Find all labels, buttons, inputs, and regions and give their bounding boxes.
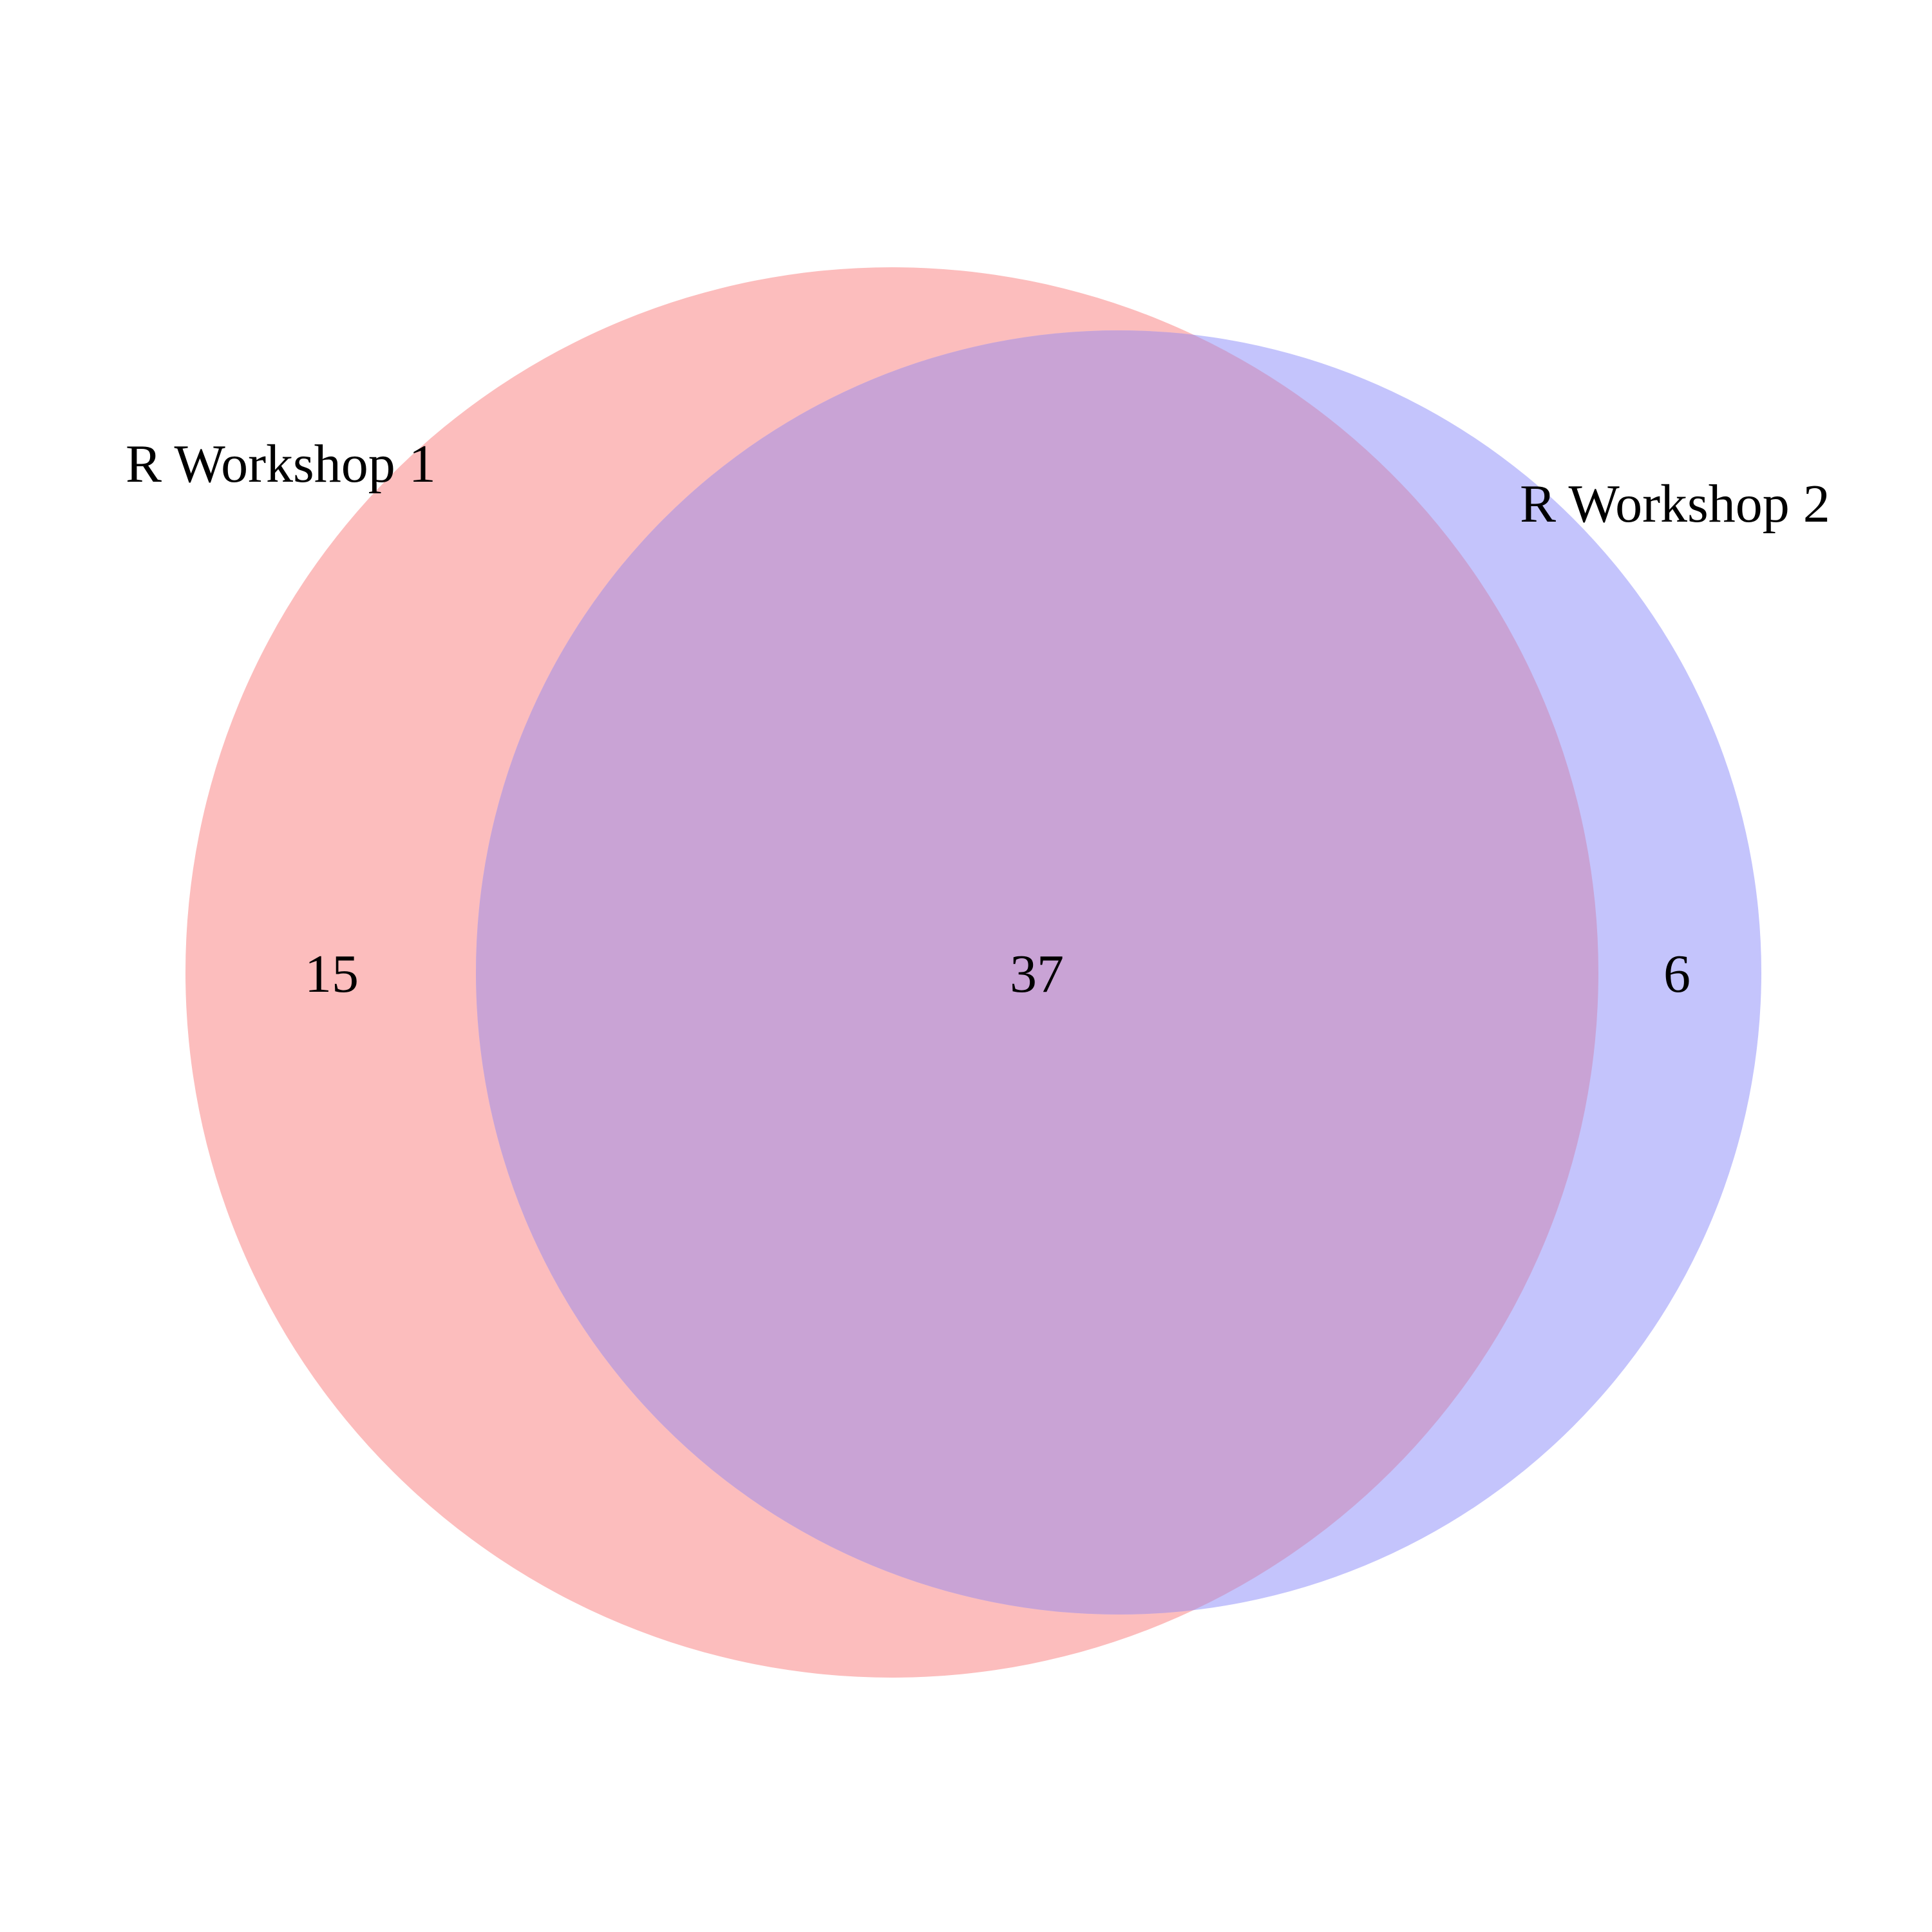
overlap-count: 37 [1010, 944, 1064, 1004]
overlap-region [476, 330, 1598, 1615]
only-set2-count: 6 [1663, 944, 1690, 1004]
set1-label: R Workshop 1 [126, 434, 436, 494]
set2-label: R Workshop 2 [1520, 474, 1830, 534]
only-set1-count: 15 [305, 944, 359, 1004]
